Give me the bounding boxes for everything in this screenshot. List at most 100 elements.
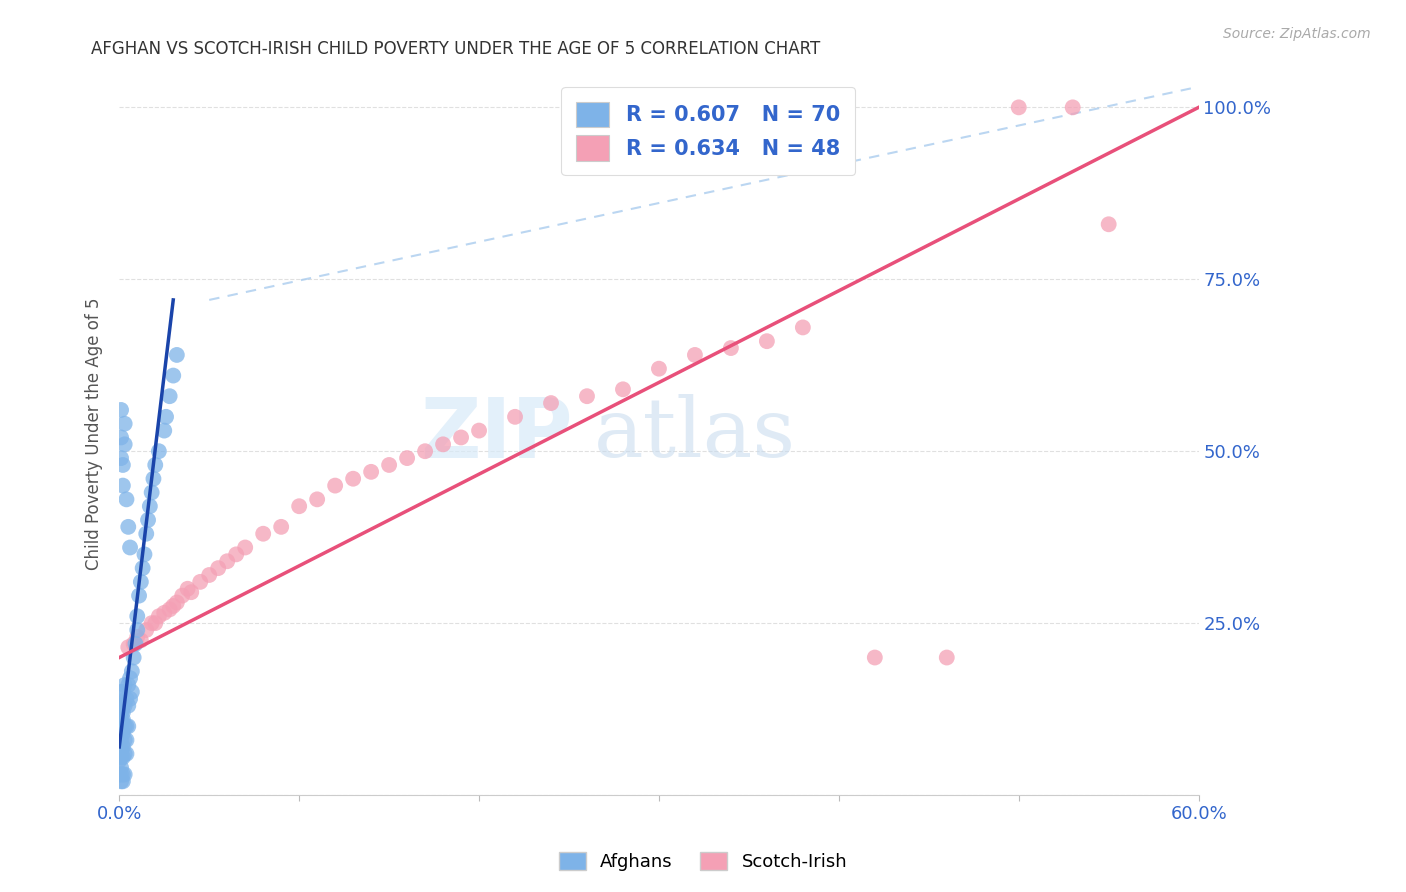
- Point: [110, 698, 132, 713]
- Point: [111, 739, 134, 754]
- Point: [1062, 100, 1084, 114]
- Point: [143, 458, 166, 472]
- Point: [153, 424, 176, 438]
- Point: [114, 437, 136, 451]
- Point: [110, 685, 132, 699]
- Point: [141, 616, 163, 631]
- Point: [1008, 100, 1031, 114]
- Point: [135, 623, 157, 637]
- Point: [117, 719, 139, 733]
- Point: [176, 582, 198, 596]
- Point: [111, 698, 134, 713]
- Point: [360, 465, 382, 479]
- Point: [323, 478, 346, 492]
- Text: AFGHAN VS SCOTCH-IRISH CHILD POVERTY UNDER THE AGE OF 5 CORRELATION CHART: AFGHAN VS SCOTCH-IRISH CHILD POVERTY UND…: [91, 40, 821, 58]
- Point: [792, 320, 814, 334]
- Point: [134, 547, 156, 561]
- Point: [115, 719, 138, 733]
- Point: [159, 389, 181, 403]
- Point: [129, 574, 152, 589]
- Point: [162, 368, 184, 383]
- Point: [342, 472, 364, 486]
- Point: [139, 500, 162, 514]
- Point: [863, 650, 886, 665]
- Point: [124, 637, 146, 651]
- Text: atlas: atlas: [595, 394, 796, 474]
- Point: [288, 500, 311, 514]
- Point: [122, 650, 145, 665]
- Point: [114, 733, 136, 747]
- Point: [648, 361, 671, 376]
- Point: [188, 574, 211, 589]
- Point: [110, 750, 132, 764]
- Point: [468, 424, 491, 438]
- Point: [612, 382, 634, 396]
- Point: [162, 599, 184, 613]
- Point: [111, 706, 134, 720]
- Point: [450, 430, 472, 444]
- Point: [935, 650, 957, 665]
- Point: [180, 585, 202, 599]
- Point: [111, 713, 134, 727]
- Point: [120, 691, 142, 706]
- Point: [252, 526, 274, 541]
- Point: [166, 595, 188, 609]
- Point: [127, 630, 149, 644]
- Point: [110, 706, 132, 720]
- Point: [110, 760, 132, 774]
- Point: [111, 458, 134, 472]
- Point: [148, 444, 170, 458]
- Point: [683, 348, 706, 362]
- Point: [117, 520, 139, 534]
- Point: [396, 451, 419, 466]
- Point: [114, 678, 136, 692]
- Point: [110, 774, 132, 789]
- Point: [117, 678, 139, 692]
- Point: [121, 665, 143, 679]
- Legend: Afghans, Scotch-Irish: Afghans, Scotch-Irish: [551, 845, 855, 879]
- Point: [117, 640, 139, 655]
- Text: Source: ZipAtlas.com: Source: ZipAtlas.com: [1223, 27, 1371, 41]
- Point: [115, 733, 138, 747]
- Legend: R = 0.607   N = 70, R = 0.634   N = 48: R = 0.607 N = 70, R = 0.634 N = 48: [561, 87, 855, 176]
- Point: [143, 616, 166, 631]
- Point: [115, 691, 138, 706]
- Point: [128, 589, 150, 603]
- Point: [114, 747, 136, 761]
- Point: [114, 698, 136, 713]
- Point: [153, 606, 176, 620]
- Point: [720, 341, 742, 355]
- Point: [217, 554, 239, 568]
- Point: [755, 334, 778, 348]
- Point: [111, 685, 134, 699]
- Point: [432, 437, 454, 451]
- Point: [155, 409, 177, 424]
- Point: [110, 743, 132, 757]
- Point: [540, 396, 562, 410]
- Point: [110, 719, 132, 733]
- Point: [111, 750, 134, 764]
- Point: [120, 541, 142, 555]
- Point: [233, 541, 256, 555]
- Point: [159, 602, 181, 616]
- Point: [117, 698, 139, 713]
- Point: [111, 726, 134, 740]
- Point: [110, 451, 132, 466]
- Point: [115, 747, 138, 761]
- Point: [114, 719, 136, 733]
- Point: [122, 637, 145, 651]
- Point: [225, 547, 247, 561]
- Point: [108, 754, 131, 768]
- Point: [129, 633, 152, 648]
- Point: [111, 478, 134, 492]
- Text: ZIP: ZIP: [420, 393, 572, 475]
- Point: [166, 348, 188, 362]
- Point: [413, 444, 436, 458]
- Point: [114, 767, 136, 781]
- Y-axis label: Child Poverty Under the Age of 5: Child Poverty Under the Age of 5: [86, 298, 103, 570]
- Point: [110, 733, 132, 747]
- Point: [131, 561, 153, 575]
- Point: [135, 526, 157, 541]
- Point: [115, 492, 138, 507]
- Point: [136, 513, 159, 527]
